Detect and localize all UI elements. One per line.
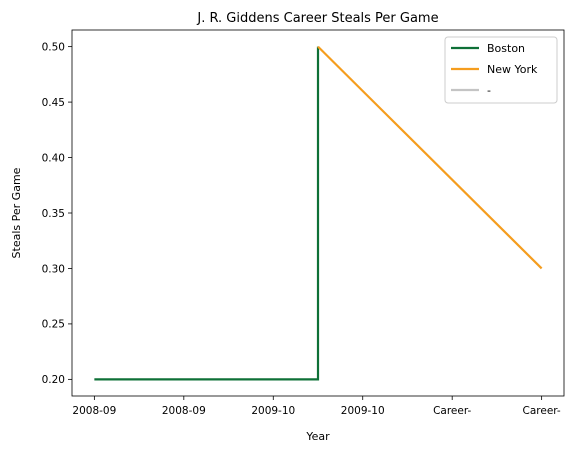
y-axis-label: Steals Per Game (10, 167, 23, 258)
series-line-1 (317, 45, 543, 270)
x-axis-label: Year (305, 430, 330, 443)
legend-label-1: New York (487, 63, 538, 76)
y-tick-label: 0.45 (42, 97, 65, 109)
series-line-0 (94, 46, 320, 381)
plot-lines (94, 45, 543, 381)
y-tick-label: 0.30 (42, 263, 65, 275)
y-tick-label: 0.35 (42, 208, 65, 220)
y-tick-label: 0.25 (42, 319, 65, 331)
y-axis: 0.20 0.25 0.30 0.35 0.40 0.45 0.50 (42, 41, 72, 386)
x-tick-label: 2009-10 (341, 405, 385, 417)
legend-frame (444, 36, 558, 104)
x-tick-label: 2008-09 (162, 405, 206, 417)
x-axis: 2008-09 2008-09 2009-10 2009-10 Career- Caree… (72, 396, 561, 417)
y-tick-label: 0.40 (42, 152, 65, 164)
x-tick-label: Career- (523, 405, 561, 417)
legend-label-0: Boston (487, 42, 525, 55)
y-tick-label: 0.20 (42, 374, 65, 386)
legend: Boston New York - (444, 36, 558, 104)
legend-label-2: - (487, 84, 491, 97)
y-tick-label: 0.50 (42, 41, 65, 53)
x-tick-label: Career- (433, 405, 471, 417)
x-tick-label: 2009-10 (251, 405, 295, 417)
chart-title: J. R. Giddens Career Steals Per Game (196, 11, 438, 26)
x-tick-label: 2008-09 (72, 405, 116, 417)
